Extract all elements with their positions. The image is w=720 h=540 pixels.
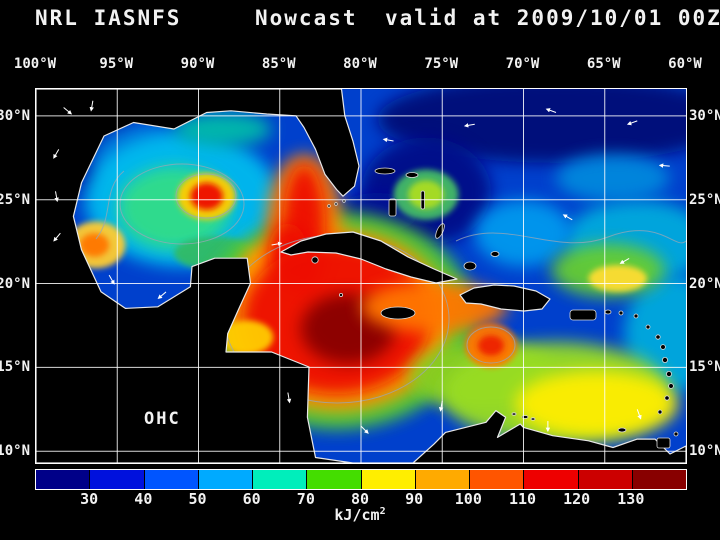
longitude-tick-label: 100°W [13,56,57,72]
colorbar-units: kJ/cm2 [35,506,685,524]
cayman-island [338,292,343,297]
longitude-tick-label: 85°W [261,56,296,72]
map-plot-area: OHC [35,88,687,464]
isotherm-contour-layer [95,163,686,404]
current-vector-arrow-icon [382,137,394,143]
current-vector-arrow-icon [438,400,444,412]
cuba-island [280,231,458,284]
isla-juventud [311,256,319,264]
colorbar-segment [632,470,686,489]
ohc-variable-label: OHC [144,409,181,429]
colorbar-tick-label: 40 [134,490,153,508]
colorbar-segment [578,470,633,489]
ohc-feature-blob [478,335,504,356]
latitude-tick-label: 10°N [689,443,720,460]
current-vector-arrow-icon [54,191,59,203]
title-model: NRL IASNFS [35,6,182,30]
colorbar-tick-label: 90 [405,490,424,508]
current-vector-arrow-icon [545,108,557,113]
units-exponent: 2 [379,506,386,517]
current-vector-arrow-icon [619,257,630,264]
latitude-axis-left: 30°N 25°N 20°N 15°N 10°N [0,89,32,463]
jamaica-island [380,306,416,320]
ohc-feature-blob [79,233,110,257]
current-vector-arrow-icon [108,274,115,285]
longitude-tick-label: 70°W [505,56,540,72]
current-vector-arrow-icon [271,241,283,247]
colorbar-segment [253,470,308,489]
latitude-axis-right: 30°N 25°N 20°N 15°N 10°N [689,89,720,463]
latitude-tick-label: 30°N [689,107,720,124]
colorbar-segment [470,470,525,489]
longitude-tick-label: 60°W [668,56,702,72]
longitude-tick-label: 95°W [99,56,134,72]
colorbar-segment [198,470,253,489]
graticule-grid-layer [36,89,686,463]
colorbar-tick-label: 30 [80,490,99,508]
latitude-tick-label: 25°N [689,191,720,208]
colorbar-tick-label: 100 [454,490,482,508]
current-vector-layer [53,100,670,434]
colorbar-segment [144,470,199,489]
ohc-feature-blob [515,370,678,438]
latitude-tick-label: 20°N [0,275,30,292]
colorbar-segment [90,470,145,489]
colorbar-tick-label: 80 [350,490,370,508]
current-vector-arrow-icon [89,100,94,112]
colorbar-tick-label: 130 [617,490,645,508]
longitude-tick-label: 80°W [343,56,377,72]
current-vector-arrow-icon [53,232,61,242]
colorbar-tick-label: 120 [563,490,591,508]
colorbar [35,469,687,490]
current-vector-arrow-icon [562,214,573,221]
colorbar-segment [415,470,470,489]
units-base: kJ/cm [334,506,380,524]
colorbar-tick-labels: 30 40 50 60 70 80 90 100 110 120 130 [35,490,685,508]
colorbar-segment [524,470,579,489]
longitude-axis: 100°W 95°W 90°W 85°W 80°W 75°W 70°W 65°W 60°W [14,56,702,76]
ohc-feature-blob [556,154,670,202]
latitude-tick-label: 30°N [0,107,30,124]
colorbar-tick-label: 60 [242,490,261,508]
current-vector-arrow-icon [463,123,475,128]
latitude-tick-label: 25°N [0,191,30,208]
latitude-tick-label: 10°N [0,443,30,460]
current-vector-arrow-icon [286,392,292,404]
colorbar-tick-label: 50 [188,490,207,508]
colorbar-segment [361,470,416,489]
title-valid-time: valid at 2009/10/01 00Z [385,6,720,30]
longitude-tick-label: 90°W [180,56,215,72]
current-vector-arrow-icon [636,409,642,420]
colorbar-tick-label: 110 [508,490,537,508]
ohc-feature-blob [408,180,444,209]
ohc-feature-blob [588,265,647,292]
ohc-feature-blob [190,182,223,210]
current-vector-arrow-icon [63,107,73,115]
current-vector-arrow-icon [53,149,60,159]
colorbar-tick-label: 70 [296,490,315,508]
colorbar-segment [36,470,91,489]
latitude-tick-label: 15°N [689,359,720,376]
latitude-tick-label: 20°N [689,275,720,292]
ohc-feature-blob [221,320,274,354]
hispaniola-island [459,284,551,312]
longitude-tick-label: 65°W [586,56,621,72]
latitude-tick-label: 15°N [0,359,30,376]
current-vector-arrow-icon [157,291,167,300]
florida-keys [327,199,346,208]
puerto-rico-island [569,309,597,321]
current-vector-arrow-icon [658,163,670,168]
colorbar-segment [307,470,362,489]
current-vector-arrow-icon [626,120,638,126]
current-vector-arrow-icon [360,425,369,434]
title-product: Nowcast [255,6,358,30]
ohc-map-canvas [36,89,686,463]
longitude-tick-label: 75°W [424,56,459,72]
